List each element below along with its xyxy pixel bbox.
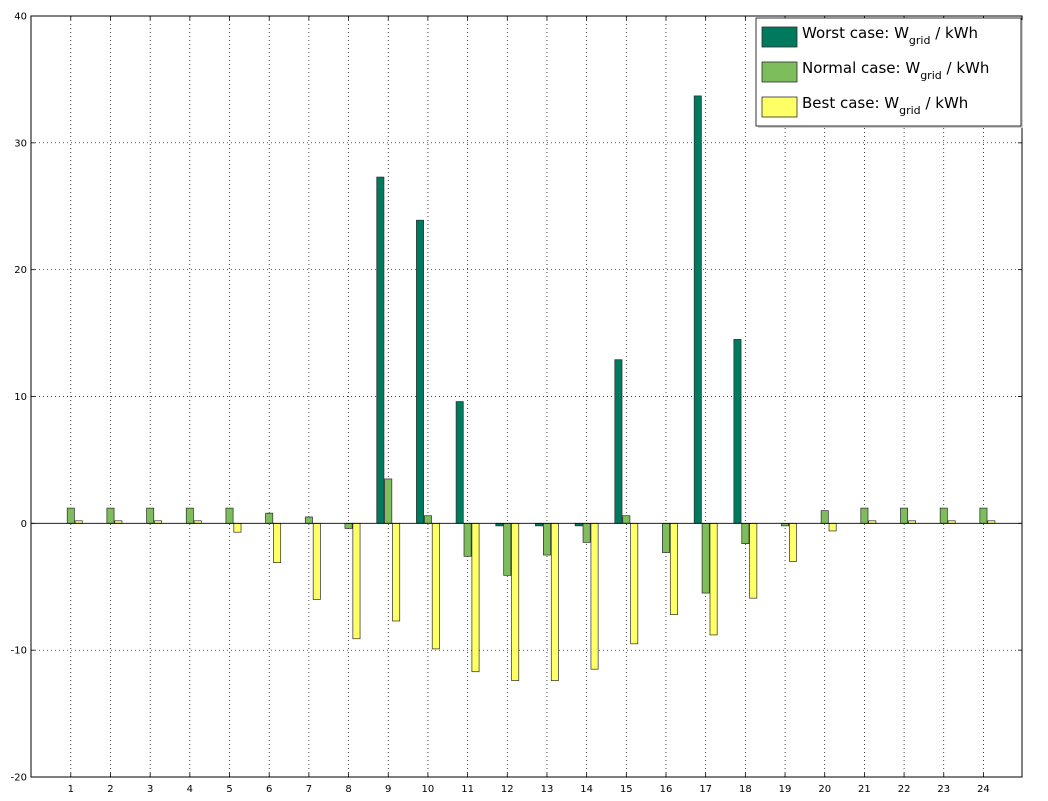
- x-tick-label: 16: [660, 784, 673, 795]
- legend-swatch-2: [761, 61, 798, 83]
- bar-series-2-category-23: [939, 507, 948, 524]
- legend-label-1: Worst case: Wgrid / kWh: [802, 24, 978, 47]
- bar-series-2-category-14: [582, 522, 591, 543]
- x-tick-label: 2: [107, 784, 113, 795]
- y-tick-label: 10: [14, 392, 27, 403]
- bar-series-2-category-24: [979, 507, 988, 524]
- y-tick-label: -20: [11, 773, 27, 784]
- legend-box: [755, 17, 1022, 127]
- bar-series-2-category-17: [701, 522, 710, 594]
- bar-series-3-category-20: [828, 522, 837, 532]
- bar-series-3-category-12: [511, 522, 520, 681]
- x-tick-label: 24: [977, 784, 990, 795]
- plot-area: [31, 16, 1022, 777]
- bar-series-3-category-11: [471, 522, 480, 673]
- bar-series-1-category-11: [455, 401, 464, 524]
- x-tick-label: 22: [898, 784, 911, 795]
- bar-series-1-category-10: [416, 219, 424, 524]
- y-axis-ticks: -20 -10 0 10 20 30 40: [11, 12, 1022, 784]
- bar-series-3-category-13: [550, 522, 559, 681]
- bar-series-3-category-10: [431, 522, 440, 650]
- x-tick-label: 3: [147, 784, 153, 795]
- legend-label-2: Normal case: Wgrid / kWh: [802, 59, 989, 82]
- legend: Worst case: Wgrid / kWh Normal case: Wgri…: [755, 17, 1023, 128]
- y-tick-label: 40: [14, 12, 27, 23]
- bar-series-1-category-18: [733, 339, 742, 524]
- x-tick-label: 20: [818, 784, 831, 795]
- legend-swatch-3: [761, 96, 798, 118]
- x-tick-label: 18: [739, 784, 752, 795]
- bar-series-2-category-16: [662, 522, 670, 553]
- x-tick-label: 13: [541, 784, 554, 795]
- bar-series-3-category-14: [590, 522, 599, 670]
- bar-series-3-category-8: [352, 522, 361, 640]
- x-tick-label: 11: [461, 784, 474, 795]
- bar-series-2-category-4: [185, 507, 194, 524]
- y-tick-label: 30: [14, 138, 27, 149]
- x-tick-label: 21: [858, 784, 871, 795]
- bar-series-2-category-9: [384, 478, 393, 524]
- bar-series-2-category-13: [543, 522, 551, 556]
- bar-series-2-category-3: [146, 507, 155, 524]
- bar-series-3-category-15: [630, 522, 639, 645]
- bar-series-3-category-17: [709, 522, 718, 636]
- x-tick-label: 15: [620, 784, 633, 795]
- y-tick-label: -10: [11, 646, 27, 657]
- bar-series-3-category-18: [749, 522, 758, 599]
- bar-series-2-category-1: [66, 507, 75, 524]
- x-tick-label: 4: [187, 784, 193, 795]
- x-tick-label: 6: [266, 784, 272, 795]
- bar-series-2-category-21: [860, 507, 869, 524]
- x-tick-label: 23: [937, 784, 950, 795]
- bar-series-3-category-6: [273, 522, 282, 564]
- bar-series-2-category-12: [503, 522, 512, 576]
- x-tick-label: 8: [345, 784, 351, 795]
- bar-series-3-category-19: [788, 522, 797, 562]
- bar-series-2-category-18: [741, 522, 750, 544]
- bar-series-2-category-2: [106, 507, 115, 524]
- x-tick-label: 12: [501, 784, 514, 795]
- bar-series-2-category-15: [622, 515, 631, 524]
- x-tick-label: 9: [385, 784, 391, 795]
- x-tick-label: 17: [699, 784, 712, 795]
- bar-series-2-category-20: [820, 510, 829, 524]
- x-tick-label: 5: [226, 784, 232, 795]
- bar-series-2-category-5: [225, 507, 234, 524]
- bar-series-2-category-22: [900, 507, 909, 524]
- x-tick-label: 19: [779, 784, 792, 795]
- bar-series-1-category-17: [693, 95, 702, 524]
- y-tick-label: 0: [21, 519, 27, 530]
- bar-series-1-category-15: [614, 359, 623, 524]
- y-tick-label: 20: [14, 265, 27, 276]
- x-tick-label: 7: [306, 784, 312, 795]
- bar-series-3-category-7: [312, 522, 321, 600]
- legend-swatch-1: [761, 26, 798, 48]
- bar-series-2-category-8: [344, 522, 353, 529]
- bar-series-3-category-16: [669, 522, 678, 616]
- bar-series-3-category-9: [392, 522, 401, 622]
- x-tick-label: 14: [580, 784, 593, 795]
- bar-series-2-category-10: [423, 515, 432, 524]
- bar-series-1-category-9: [376, 176, 385, 524]
- bar-series-2-category-11: [463, 522, 472, 557]
- bar-series-2-category-6: [265, 512, 274, 524]
- legend-label-3: Best case: Wgrid / kWh: [802, 94, 968, 117]
- x-tick-label: 1: [68, 784, 74, 795]
- bar-series-2-category-7: [304, 516, 313, 524]
- bar-series-3-category-5: [233, 522, 242, 533]
- grid-lines: [31, 16, 1022, 777]
- x-tick-label: 10: [422, 784, 435, 795]
- x-axis-ticks: 1 2 3 4 5 6 7 8 9 10 11 12 13 14 15 16 17 18 19 20 21 22 23 24: [68, 16, 990, 795]
